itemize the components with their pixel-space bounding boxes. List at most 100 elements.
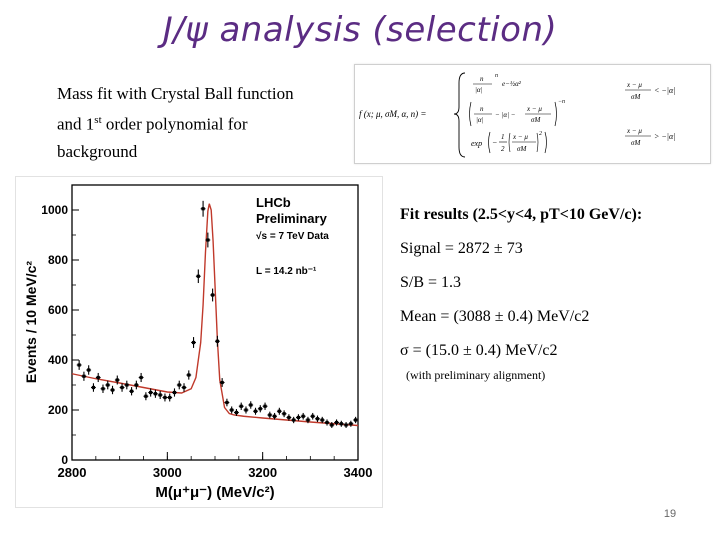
data-point (224, 398, 230, 407)
data-point (119, 383, 125, 392)
data-point (353, 416, 359, 424)
data-point (276, 407, 282, 415)
data-point (205, 232, 211, 248)
data-point (153, 389, 158, 398)
data-point (324, 419, 330, 426)
data-point (329, 422, 335, 428)
data-point (291, 416, 297, 424)
data-point (148, 388, 154, 397)
annotation-energy: √s = 7 TeV Data (256, 231, 329, 242)
svg-text:σM: σM (531, 116, 541, 124)
data-point (343, 422, 349, 428)
svg-text:−: − (492, 138, 497, 147)
data-point (76, 360, 82, 370)
data-point (124, 380, 130, 390)
svg-text:n: n (495, 73, 498, 79)
data-point (348, 420, 354, 427)
y-axis-label: Events / 10 MeV/c² (23, 261, 39, 384)
desc-line-1: Mass fit with Crystal Ball function (57, 84, 294, 103)
svg-text:e−½α²: e−½α² (502, 80, 522, 88)
data-point (95, 372, 101, 383)
data-point (195, 269, 201, 284)
data-point (200, 200, 206, 217)
annotation-lhcb: LHCb (256, 195, 291, 210)
data-point (172, 388, 177, 397)
data-point (91, 383, 96, 392)
svg-text:2: 2 (501, 145, 505, 153)
data-point (114, 375, 120, 385)
data-point (338, 420, 344, 427)
svg-text:−n: −n (558, 99, 565, 105)
data-point (186, 370, 192, 380)
data-point (81, 371, 87, 381)
fit-note: (with preliminary alignment) (406, 368, 546, 382)
svg-text:exp: exp (471, 139, 482, 148)
data-point (267, 411, 273, 419)
svg-text:σM: σM (631, 139, 641, 147)
data-point (234, 409, 239, 416)
data-point (191, 337, 196, 348)
x-tick-label: 3000 (153, 465, 182, 480)
fit-s-over-b: S/B = 1.3 (400, 274, 462, 291)
data-point (176, 380, 182, 390)
svg-text:x − μ: x − μ (526, 105, 542, 113)
y-tick-label: 200 (48, 403, 68, 417)
data-point (253, 407, 258, 415)
svg-text:1: 1 (501, 133, 505, 141)
y-tick-label: 600 (48, 303, 68, 317)
svg-text:x − μ: x − μ (626, 81, 642, 89)
data-point (219, 378, 225, 387)
y-tick-label: 1000 (41, 203, 68, 217)
data-point (315, 415, 320, 422)
data-point (248, 401, 254, 409)
data-point (138, 372, 144, 383)
mass-plot-frame: 0 200 400 600 800 1000 2800 3000 3200 3400 LHCb … (15, 176, 383, 508)
data-point (286, 414, 292, 421)
data-point (272, 412, 277, 420)
y-tick-label: 800 (48, 253, 68, 267)
data-point (238, 402, 244, 410)
svg-text:< −|α|: < −|α| (654, 86, 675, 95)
x-axis-label: M(μ⁺μ⁻) (MeV/c²) (155, 484, 274, 501)
data-point (305, 416, 311, 424)
svg-text:σM: σM (631, 93, 641, 101)
data-point (110, 385, 115, 395)
y-tick-label: 400 (48, 353, 68, 367)
svg-text:n: n (480, 105, 484, 113)
desc-line-2: and 1st order polynomial for (57, 114, 248, 134)
data-point (105, 380, 111, 390)
svg-text:> −|α|: > −|α| (654, 132, 675, 141)
x-tick-label: 3200 (248, 465, 277, 480)
formula-lhs: f (x; μ, σM, α, n) = (359, 109, 427, 119)
data-point (100, 384, 106, 393)
page-number: 19 (663, 508, 677, 520)
crystal-ball-formula: f (x; μ, σM, α, n) = n |α| n e−½α² n |α|… (354, 64, 711, 164)
svg-text:x − μ: x − μ (512, 133, 528, 141)
data-point (243, 406, 249, 414)
desc-line-3: background (57, 141, 138, 161)
data-point (281, 410, 287, 418)
annotation-preliminary: Preliminary (256, 211, 328, 226)
fit-signal: Signal = 2872 ± 73 (400, 240, 523, 257)
annotation-luminosity: L = 14.2 nb⁻¹ (256, 266, 317, 277)
svg-text:σM: σM (517, 145, 527, 153)
svg-text:|α|: |α| (475, 86, 483, 94)
data-point (162, 393, 168, 402)
data-point (296, 414, 301, 421)
svg-text:x − μ: x − μ (626, 127, 642, 135)
data-point (257, 405, 263, 413)
slide-title: J/ψ analysis (selection) (162, 10, 558, 50)
data-point (229, 406, 235, 414)
svg-text:|α|: |α| (476, 116, 484, 124)
data-point (334, 419, 339, 426)
fit-mean: Mean = (3088 ± 0.4) MeV/c2 (400, 308, 590, 325)
data-point (129, 387, 134, 396)
data-point (86, 365, 92, 375)
data-point (157, 390, 163, 400)
data-point (310, 412, 316, 420)
data-point (214, 335, 220, 347)
data-point (262, 402, 268, 410)
x-tick-label: 2800 (58, 465, 87, 480)
svg-text:n: n (480, 75, 484, 83)
